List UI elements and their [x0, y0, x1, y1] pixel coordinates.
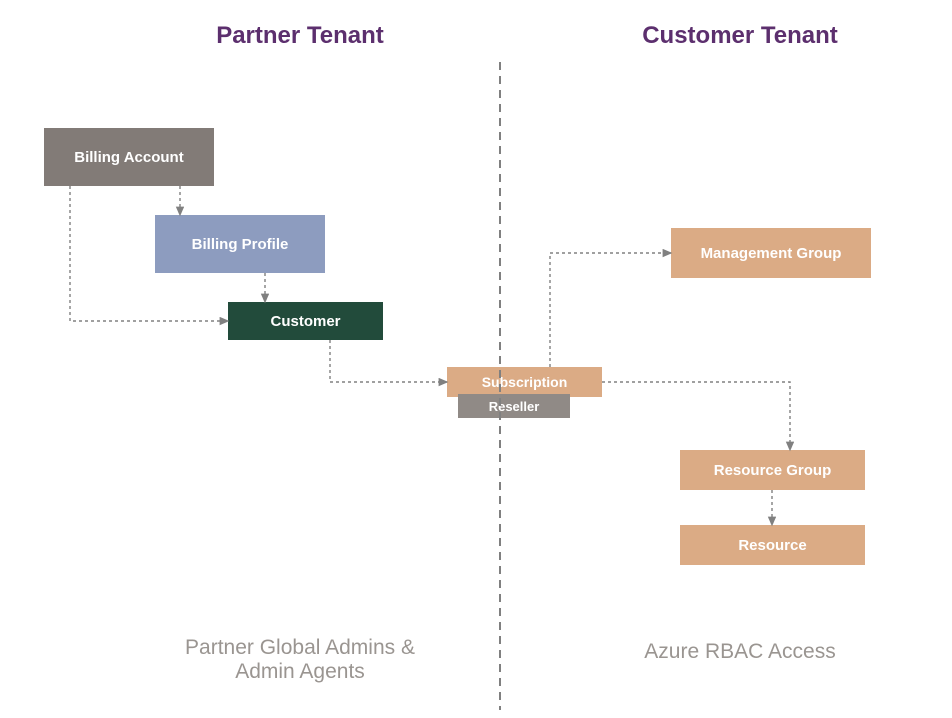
edge-sub-to-resgroup — [602, 382, 790, 450]
node-label: Billing Account — [74, 149, 183, 166]
footer-partner: Partner Global Admins & Admin Agents — [140, 636, 460, 684]
connectors-overlay — [0, 0, 952, 718]
node-label: Billing Profile — [192, 236, 289, 253]
heading-customer-tenant: Customer Tenant — [610, 22, 870, 50]
node-reseller: Reseller — [458, 394, 570, 418]
node-customer: Customer — [228, 302, 383, 340]
footer-customer: Azure RBAC Access — [600, 640, 880, 664]
node-subscription: Subscription — [447, 367, 602, 397]
node-management-group: Management Group — [671, 228, 871, 278]
node-billing-profile: Billing Profile — [155, 215, 325, 273]
footer-line2: Admin Agents — [235, 660, 365, 683]
node-label: Management Group — [701, 245, 842, 262]
node-resource-group: Resource Group — [680, 450, 865, 490]
footer-line1: Partner Global Admins & — [185, 636, 415, 659]
node-label: Customer — [270, 313, 340, 330]
heading-partner-tenant: Partner Tenant — [180, 22, 420, 50]
node-label: Resource Group — [714, 462, 832, 479]
node-billing-account: Billing Account — [44, 128, 214, 186]
edge-mgmt-to-sub — [550, 253, 671, 367]
edge-customer-to-sub — [330, 340, 447, 382]
node-label: Reseller — [489, 399, 540, 414]
node-label: Subscription — [482, 374, 568, 390]
node-label: Resource — [738, 537, 806, 554]
node-resource: Resource — [680, 525, 865, 565]
footer-line1: Azure RBAC Access — [644, 640, 835, 663]
